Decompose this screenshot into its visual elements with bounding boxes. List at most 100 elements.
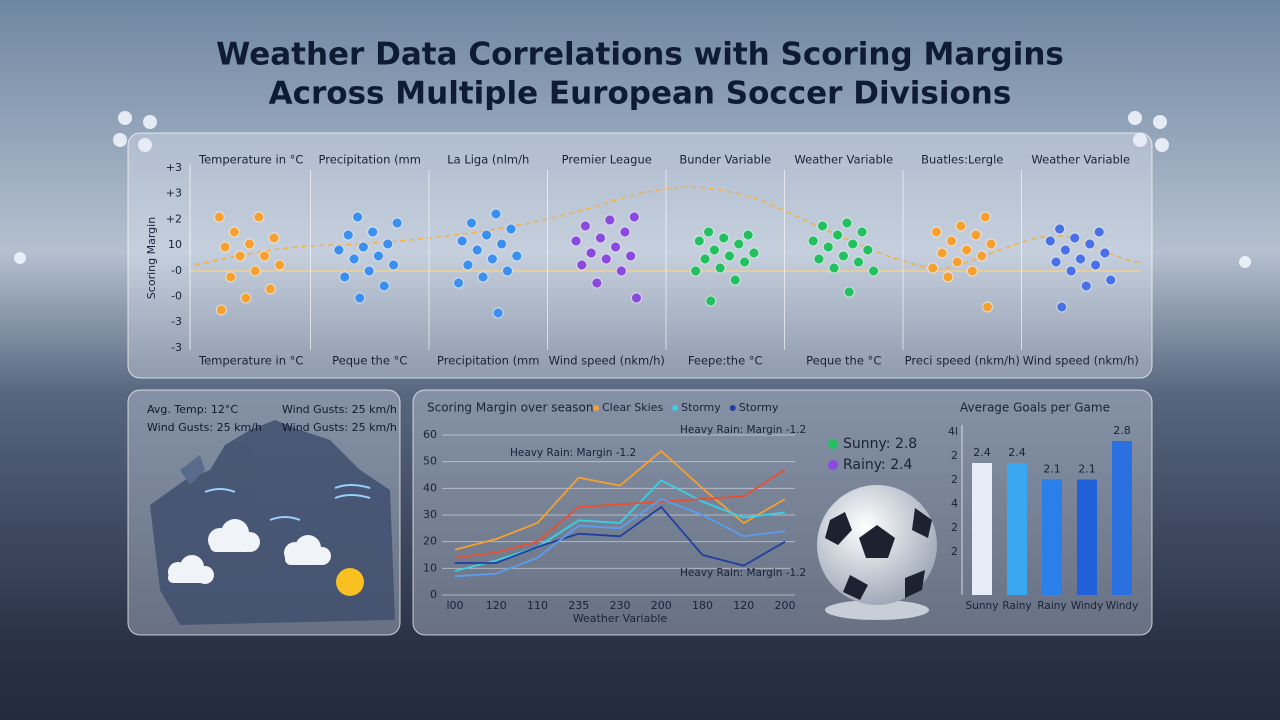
dot <box>936 247 948 259</box>
y-tick-label: +3 <box>166 187 182 200</box>
dot <box>604 214 616 226</box>
dot <box>837 250 849 262</box>
dot <box>501 265 513 277</box>
x-tick-label: 120 <box>733 599 754 612</box>
dot <box>927 262 939 274</box>
dot <box>1099 247 1111 259</box>
bar-value-label: 2.8 <box>1113 424 1131 437</box>
y-tick-label: 60 <box>423 428 437 441</box>
dot <box>832 229 844 241</box>
dot <box>268 232 280 244</box>
dot <box>492 307 504 319</box>
dot <box>841 217 853 229</box>
dot <box>579 220 591 232</box>
bar-value-label: 2.1 <box>1078 463 1096 476</box>
chart-title: Scoring Margin over season <box>427 401 593 415</box>
dot <box>951 256 963 268</box>
dot <box>1069 232 1081 244</box>
dot <box>714 262 726 274</box>
annotation-swatch <box>828 460 838 470</box>
dot <box>367 226 379 238</box>
dot <box>505 223 517 235</box>
x-tick-label: 110 <box>527 599 548 612</box>
dot <box>847 238 859 250</box>
x-tick-label: Preci speed (nkm/h) <box>905 354 1020 368</box>
dot <box>490 208 502 220</box>
dot <box>970 229 982 241</box>
dot <box>363 265 375 277</box>
dot <box>742 229 754 241</box>
dot <box>1059 244 1071 256</box>
line-series <box>454 468 786 559</box>
dot <box>354 292 366 304</box>
dot <box>979 211 991 223</box>
dot <box>733 238 745 250</box>
dot <box>243 238 255 250</box>
annotation: Rainy: 2.4 <box>843 457 913 473</box>
x-tick-label: 235 <box>568 599 589 612</box>
dot <box>234 250 246 262</box>
dot <box>739 256 751 268</box>
dot <box>1093 226 1105 238</box>
dot <box>966 265 978 277</box>
dot <box>1054 223 1066 235</box>
dot <box>496 238 508 250</box>
series-label: Precipitation (mm <box>319 153 421 167</box>
bar-value-label: 2.1 <box>1043 463 1061 476</box>
dot <box>852 256 864 268</box>
series-label: La Liga (nlm/h <box>447 153 529 167</box>
dot <box>585 247 597 259</box>
x-tick-label: Peque the °C <box>332 354 407 368</box>
x-tick-label: Precipitation (mm <box>437 354 539 368</box>
dot <box>708 244 720 256</box>
chart-title: Average Goals per Game <box>960 401 1110 415</box>
y-tick-label: +2 <box>166 212 182 225</box>
dot <box>1065 265 1077 277</box>
dot <box>594 232 606 244</box>
legend-label: Stormy <box>739 401 779 414</box>
dot <box>1090 259 1102 271</box>
dot <box>339 271 351 283</box>
dot <box>718 232 730 244</box>
floor <box>0 640 1280 720</box>
series-label: Weather Variable <box>1031 153 1130 167</box>
bar <box>1042 479 1062 595</box>
dot <box>625 250 637 262</box>
x-tick-label: Rainy <box>1037 600 1066 612</box>
y-tick-label: 2 <box>951 521 958 534</box>
dot <box>817 220 829 232</box>
x-tick-label: 200 <box>651 599 672 612</box>
annotation-swatch <box>828 439 838 449</box>
series-label: Weather Variable <box>794 153 893 167</box>
bar <box>1007 463 1027 595</box>
weather-label: Wind Gusts: 25 km/h <box>282 403 397 416</box>
dot <box>570 235 582 247</box>
legend-swatch <box>672 405 679 411</box>
dot <box>352 211 364 223</box>
dot <box>807 235 819 247</box>
dot <box>228 226 240 238</box>
dot <box>868 265 880 277</box>
line-series <box>455 505 786 567</box>
bar <box>1077 479 1097 595</box>
dot <box>813 253 825 265</box>
y-tick-label: -3 <box>171 341 182 354</box>
annotation: Heavy Rain: Margin -1.2 <box>680 424 806 436</box>
top-panel <box>127 132 1153 379</box>
weather-label: Wind Gusts: 25 km/h <box>282 421 397 434</box>
dot <box>600 253 612 265</box>
dot <box>213 211 225 223</box>
dot <box>690 265 702 277</box>
dot <box>822 241 834 253</box>
y-tick-label: -0 <box>171 290 182 303</box>
dot <box>703 226 715 238</box>
line-series <box>454 497 786 578</box>
legend-label: Clear Skies <box>602 401 663 414</box>
y-axis-label: Scoring Margin <box>145 217 158 299</box>
dot <box>1074 253 1086 265</box>
dot <box>253 211 265 223</box>
dot <box>481 229 493 241</box>
x-tick-label: Peque the °C <box>806 354 881 368</box>
y-tick-label: 10 <box>168 238 182 251</box>
legend-swatch <box>593 405 599 411</box>
